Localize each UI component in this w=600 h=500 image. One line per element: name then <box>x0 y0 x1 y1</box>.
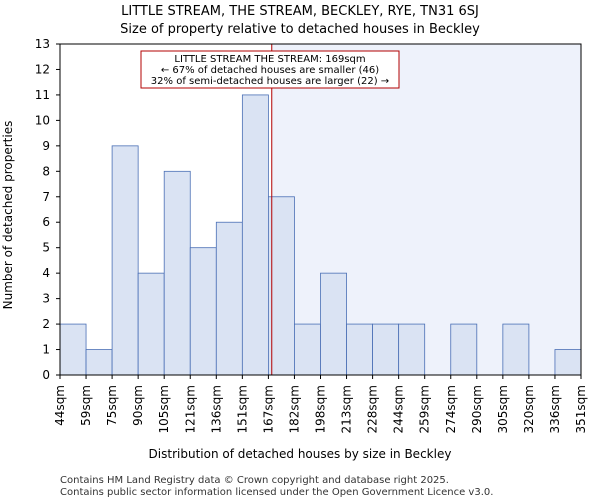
y-tick-label-0: 0 <box>42 368 50 382</box>
x-tick-label-228sqm: 228sqm <box>366 385 380 433</box>
y-tick-label-9: 9 <box>42 139 50 153</box>
y-tick-label-2: 2 <box>42 317 50 331</box>
x-tick-label-44sqm: 44sqm <box>53 385 67 426</box>
x-tick-label-59sqm: 59sqm <box>79 385 93 426</box>
bar-167sqm <box>267 196 295 376</box>
y-tick-label-5: 5 <box>42 241 50 255</box>
x-ticks: 44sqm 59sqm 75sqm 90sqm 105sqm 121sqm 136sqm 15… <box>53 375 588 433</box>
chart-subtitle: Size of property relative to detached ho… <box>120 22 480 37</box>
y-tick-label-11: 11 <box>35 88 50 102</box>
y-tick-label-10: 10 <box>35 113 50 127</box>
bar-274sqm <box>450 323 478 376</box>
bar-213sqm <box>346 323 373 376</box>
x-tick-label-90sqm: 90sqm <box>131 385 145 426</box>
x-tick-label-259sqm: 259sqm <box>418 385 432 433</box>
bar-151sqm <box>241 94 269 376</box>
x-tick-label-136sqm: 136sqm <box>209 385 223 433</box>
x-tick-label-290sqm: 290sqm <box>470 385 484 433</box>
chart-title: LITTLE STREAM, THE STREAM, BECKLEY, RYE,… <box>121 4 479 19</box>
footer-line-2: Contains public sector information licen… <box>60 487 493 498</box>
y-tick-label-12: 12 <box>35 62 50 76</box>
x-tick-label-336sqm: 336sqm <box>548 385 562 433</box>
annotation-box: LITTLE STREAM THE STREAM: 169sqm ← 67% o… <box>140 50 400 89</box>
footer-line-1: Contains HM Land Registry data © Crown c… <box>60 475 449 486</box>
bar-75sqm <box>111 145 139 376</box>
x-tick-label-105sqm: 105sqm <box>157 385 171 433</box>
x-tick-label-75sqm: 75sqm <box>105 385 119 426</box>
bar-336sqm <box>554 349 582 376</box>
bar-44sqm <box>59 323 87 376</box>
y-axis-label: Number of detached properties <box>1 121 15 310</box>
bar-198sqm <box>320 272 347 376</box>
y-tick-label-7: 7 <box>42 190 50 204</box>
annotation-line-3: 32% of semi-detached houses are larger (… <box>151 76 389 87</box>
y-tick-label-1: 1 <box>42 343 50 357</box>
bar-136sqm <box>215 221 243 376</box>
x-tick-label-351sqm: 351sqm <box>574 385 588 433</box>
x-tick-label-213sqm: 213sqm <box>340 385 354 433</box>
bar-59sqm <box>85 349 113 376</box>
bar-182sqm <box>294 323 321 376</box>
x-tick-label-274sqm: 274sqm <box>444 385 458 433</box>
y-tick-label-3: 3 <box>42 292 50 306</box>
y-tick-label-4: 4 <box>42 266 50 280</box>
annotation-line-1: LITTLE STREAM THE STREAM: 169sqm <box>174 54 365 65</box>
x-tick-label-151sqm: 151sqm <box>235 385 249 433</box>
x-tick-label-198sqm: 198sqm <box>314 385 328 433</box>
x-tick-label-320sqm: 320sqm <box>522 385 536 433</box>
x-tick-label-167sqm: 167sqm <box>261 385 275 433</box>
y-tick-label-8: 8 <box>42 164 50 178</box>
annotation-line-2: ← 67% of detached houses are smaller (46… <box>161 65 379 76</box>
bar-105sqm <box>163 170 191 376</box>
bar-121sqm <box>189 247 217 376</box>
bar-228sqm <box>372 323 400 376</box>
bar-305sqm <box>502 323 530 376</box>
x-tick-label-305sqm: 305sqm <box>496 385 510 433</box>
bar-244sqm <box>398 323 426 376</box>
y-tick-label-13: 13 <box>35 37 50 51</box>
bars <box>59 94 582 376</box>
bar-90sqm <box>137 272 165 376</box>
annotation-rect <box>140 50 400 89</box>
y-tick-label-6: 6 <box>42 215 50 229</box>
x-tick-label-121sqm: 121sqm <box>183 385 197 433</box>
x-tick-label-182sqm: 182sqm <box>287 385 301 433</box>
x-tick-label-244sqm: 244sqm <box>392 385 406 433</box>
x-axis-label: Distribution of detached houses by size … <box>149 447 452 461</box>
